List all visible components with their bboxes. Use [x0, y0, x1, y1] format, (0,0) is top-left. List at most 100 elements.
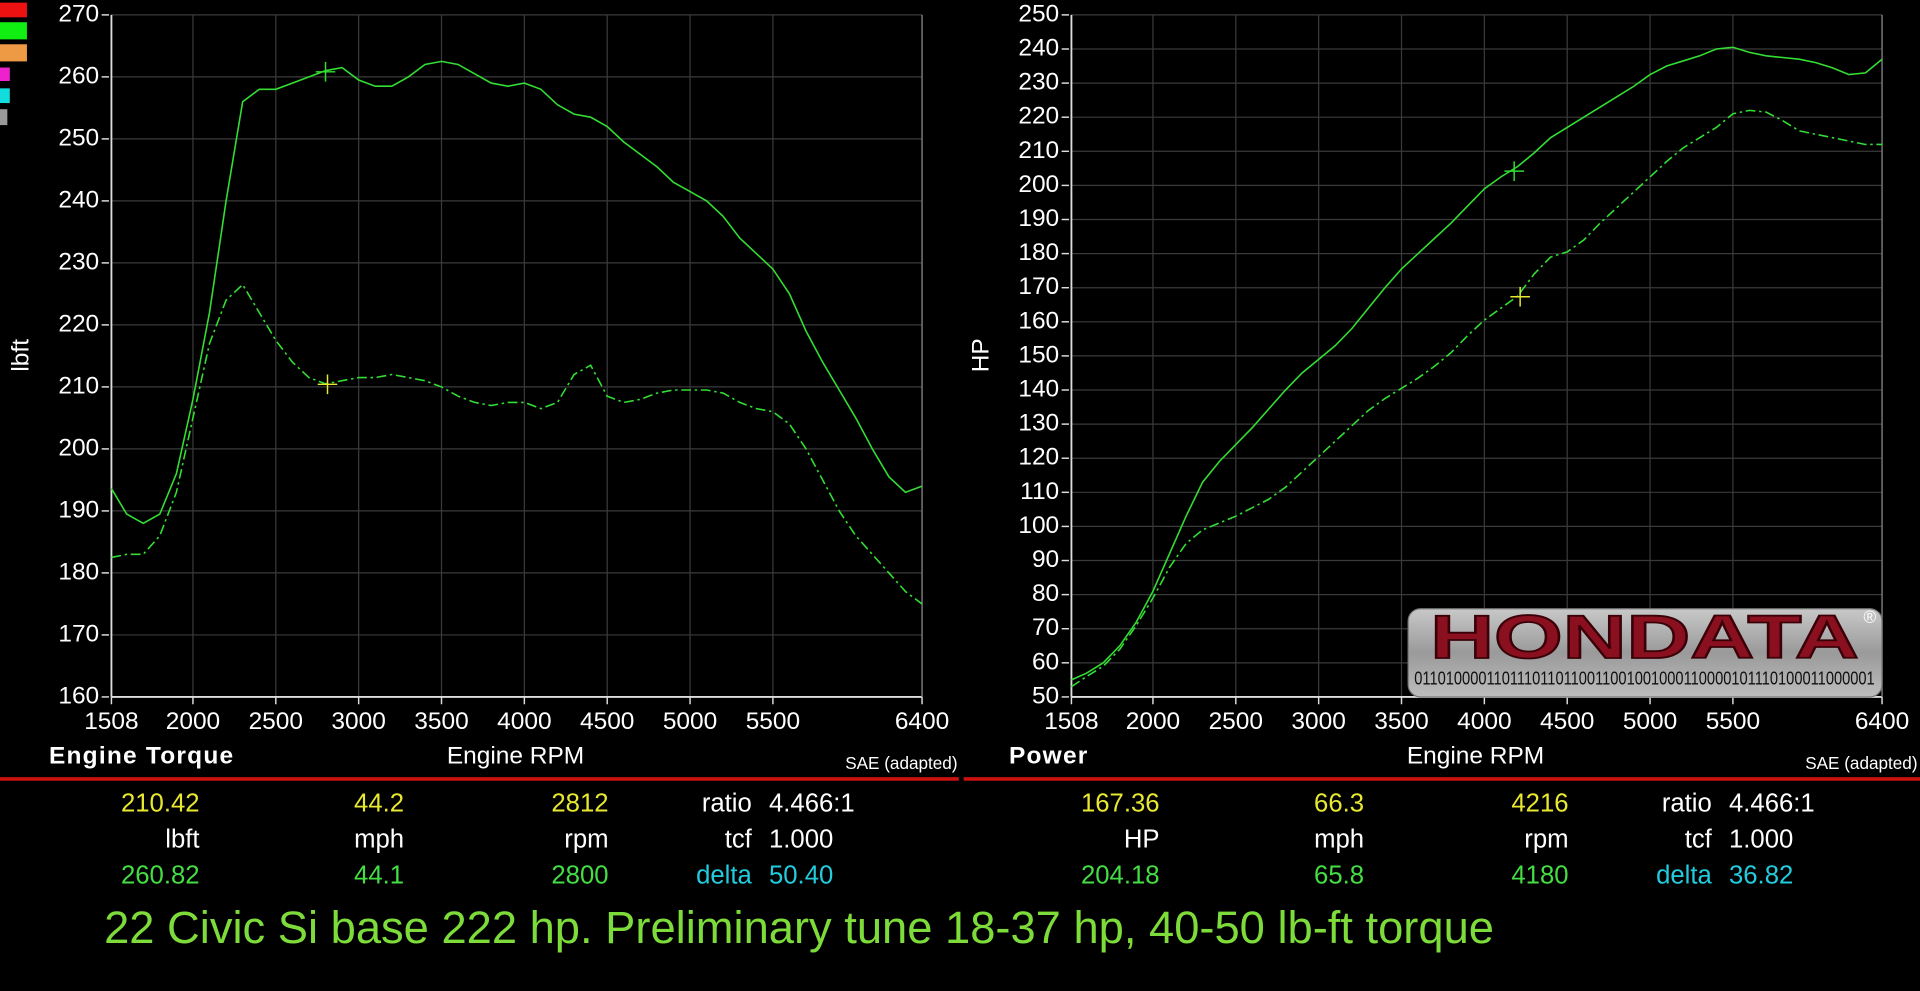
y-tick-label: 180 — [58, 558, 99, 585]
x-tick-label: 3000 — [1291, 708, 1345, 735]
x-tick-label: 4000 — [497, 708, 551, 735]
y-tick-label: 90 — [1032, 546, 1059, 573]
readout-value: rpm — [1524, 826, 1568, 854]
legend-swatch — [0, 44, 27, 62]
y-tick-label: 210 — [1018, 137, 1059, 164]
y-tick-label: 250 — [58, 124, 99, 151]
y-tick-label: 150 — [1018, 341, 1059, 368]
y-tick-label: 160 — [58, 682, 99, 709]
y-tick-label: 110 — [1020, 478, 1059, 505]
x-tick-label: 6400 — [1855, 708, 1909, 735]
y-tick-label: 220 — [58, 310, 99, 337]
x-tick-label: 3500 — [1374, 708, 1428, 735]
x-tick-label: 6400 — [895, 708, 949, 735]
x-tick-label: 1508 — [84, 708, 138, 735]
y-tick-label: 200 — [58, 434, 99, 461]
y-tick-label: 210 — [58, 372, 99, 399]
readout-value: 4.466:1 — [1729, 789, 1815, 817]
readout-value: 1.000 — [1729, 826, 1793, 854]
readout-value: 167.36 — [1081, 789, 1160, 817]
y-tick-label: 230 — [1018, 69, 1059, 96]
readout-value: tcf — [725, 826, 753, 854]
y-tick-label: 80 — [1032, 580, 1059, 607]
y-axis-label: HP — [968, 338, 995, 372]
legend-swatch — [0, 22, 27, 40]
legend-swatch — [0, 2, 27, 18]
caption: 22 Civic Si base 222 hp. Preliminary tun… — [104, 902, 1494, 953]
series-line — [1071, 46, 1883, 681]
y-tick-label: 170 — [1018, 273, 1059, 300]
readout-value: ratio — [1662, 789, 1712, 817]
readout-value: 44.2 — [354, 789, 404, 817]
readout-value: 36.82 — [1729, 862, 1793, 890]
y-tick-label: 270 — [58, 0, 99, 27]
x-axis-label: Engine RPM — [447, 742, 584, 769]
readout-value: delta — [696, 862, 752, 890]
cursor — [1510, 286, 1530, 307]
cursor — [317, 374, 338, 395]
cursor — [1504, 161, 1524, 181]
y-tick-label: 60 — [1032, 648, 1059, 675]
x-tick-label: 2500 — [1209, 708, 1263, 735]
y-tick-label: 50 — [1032, 682, 1059, 709]
y-tick-label: 250 — [1018, 0, 1059, 27]
y-tick-label: 190 — [58, 496, 99, 523]
x-tick-label: 5000 — [1623, 708, 1677, 735]
x-axis-label: Engine RPM — [1407, 742, 1544, 769]
readout-value: tcf — [1685, 826, 1713, 854]
readout-value: 44.1 — [354, 862, 404, 890]
y-tick-label: 190 — [1018, 205, 1059, 232]
y-tick-label: 130 — [1018, 410, 1059, 437]
logo-mark: ® — [1863, 607, 1876, 627]
y-tick-label: 70 — [1032, 614, 1059, 641]
chart-note: SAE (adapted) — [845, 753, 957, 773]
logo-code: 0110100001101110110110011001001000110000… — [1414, 668, 1874, 689]
logo: HONDATA ® 011010000110111011011001100100… — [1407, 602, 1883, 698]
readout-value: delta — [1656, 862, 1712, 890]
readout-value: lbft — [165, 826, 199, 854]
readout-value: 210.42 — [121, 789, 200, 817]
y-tick-label: 100 — [1018, 512, 1059, 539]
x-tick-label: 5500 — [746, 708, 800, 735]
x-tick-label: 4500 — [580, 708, 634, 735]
readout-value: 204.18 — [1081, 862, 1160, 890]
y-tick-label: 140 — [1018, 375, 1059, 402]
readout-value: HP — [1124, 826, 1160, 854]
readout-value: mph — [354, 826, 404, 854]
x-tick-label: 2000 — [166, 708, 220, 735]
readout-value: rpm — [564, 826, 608, 854]
y-tick-label: 220 — [1018, 103, 1059, 130]
series-line — [110, 60, 923, 525]
chart-title: Engine Torque — [49, 742, 234, 769]
readout-value: 66.3 — [1314, 789, 1364, 817]
readout-value: mph — [1314, 826, 1364, 854]
x-tick-label: 5000 — [663, 708, 717, 735]
chart-title: Power — [1009, 742, 1089, 769]
readout-value: 4180 — [1511, 862, 1568, 890]
readout-value: 4216 — [1511, 789, 1568, 817]
logo-badge — [1407, 608, 1883, 698]
y-tick-label: 240 — [58, 186, 99, 213]
x-tick-label: 3000 — [331, 708, 385, 735]
y-axis-label: lbft — [8, 339, 35, 372]
y-tick-label: 160 — [1018, 307, 1059, 334]
legend-swatch — [0, 109, 8, 126]
series-line — [1070, 109, 1883, 688]
y-tick-label: 230 — [58, 248, 99, 275]
readout-value: 65.8 — [1314, 862, 1364, 890]
x-tick-label: 2500 — [249, 708, 303, 735]
x-tick-label: 1508 — [1044, 708, 1098, 735]
cursor — [315, 62, 336, 82]
readout-value: 2812 — [551, 789, 608, 817]
readout-value: 2800 — [551, 862, 608, 890]
y-tick-label: 120 — [1018, 444, 1059, 471]
x-tick-label: 2000 — [1126, 708, 1180, 735]
x-tick-label: 5500 — [1706, 708, 1760, 735]
readout-value: 4.466:1 — [769, 789, 855, 817]
x-tick-label: 4500 — [1540, 708, 1594, 735]
y-tick-label: 170 — [58, 620, 99, 647]
chart-note: SAE (adapted) — [1805, 753, 1917, 773]
readout-value: 50.40 — [769, 862, 833, 890]
